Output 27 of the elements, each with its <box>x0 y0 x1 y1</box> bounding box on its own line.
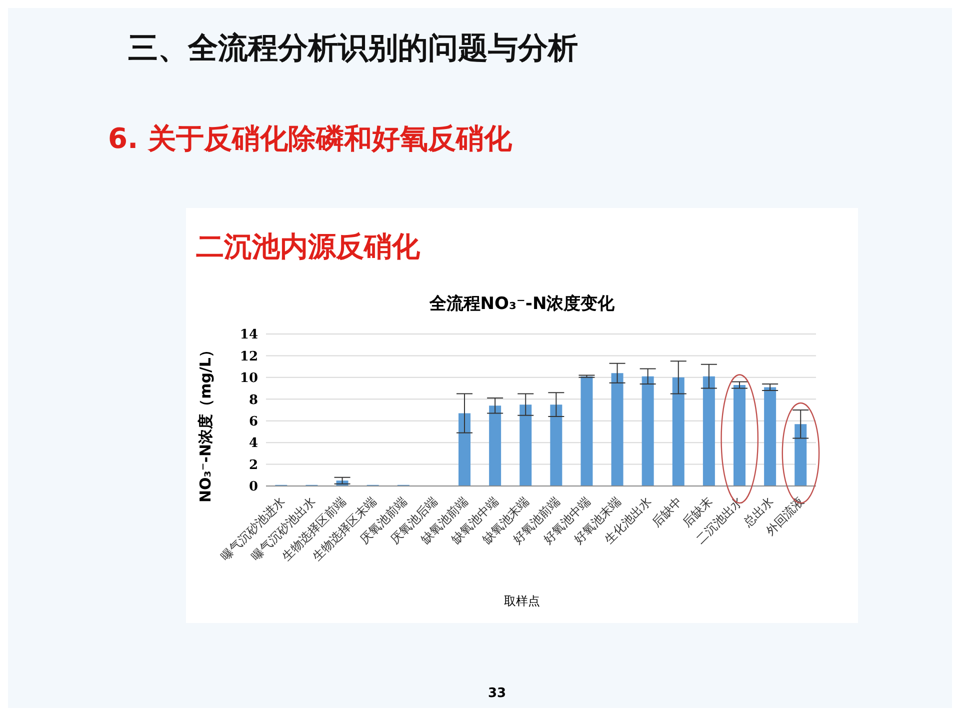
y-tick-label: 6 <box>248 414 258 430</box>
text: 6. 关于反硝化除磷和好氧反硝化 <box>108 121 512 157</box>
bar <box>794 424 807 486</box>
y-axis-title: NO₃⁻-N浓度（mg/L） <box>196 342 216 504</box>
bar <box>672 377 684 486</box>
y-tick-label: 8 <box>248 392 258 408</box>
y-tick-label: 2 <box>248 458 258 473</box>
bar <box>764 387 776 486</box>
bar <box>611 373 624 486</box>
text: 二沉池内源反硝化 <box>196 229 420 265</box>
y-tick-label: 12 <box>240 349 258 364</box>
text: 33 <box>488 686 506 701</box>
bar <box>580 376 593 486</box>
bar <box>458 413 470 486</box>
bar <box>489 406 502 486</box>
bar <box>702 376 715 486</box>
bar <box>550 404 562 486</box>
x-axis-title: 取样点 <box>503 593 541 610</box>
y-tick-label: 10 <box>240 371 258 386</box>
y-tick-label: 4 <box>248 436 258 452</box>
y-tick-label: 0 <box>248 480 258 495</box>
bar <box>520 404 532 486</box>
text: 三、全流程分析识别的问题与分析 <box>128 30 578 68</box>
chart-title: 全流程NO₃⁻-N浓度变化 <box>428 293 616 315</box>
bar <box>734 385 746 486</box>
y-tick-label: 14 <box>240 328 258 343</box>
bar <box>642 376 654 486</box>
